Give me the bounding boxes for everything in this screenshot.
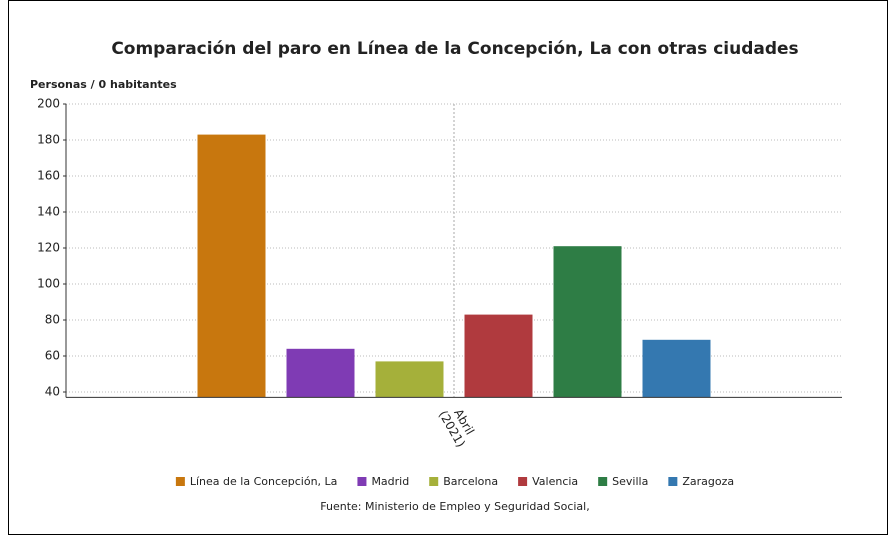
chart-title: Comparación del paro en Línea de la Conc… (111, 39, 798, 59)
frame (8, 0, 888, 535)
legend-label: Madrid (371, 475, 409, 488)
legend-swatch (518, 477, 528, 486)
bar (642, 339, 711, 398)
y-tick-label: 120 (37, 241, 60, 255)
legend-label: Línea de la Concepción, La (190, 475, 338, 488)
legend-label: Zaragoza (682, 475, 734, 488)
legend-label: Sevilla (612, 475, 648, 488)
bar (197, 134, 266, 398)
y-tick-label: 100 (37, 277, 60, 291)
bar (464, 314, 533, 398)
bar (553, 246, 622, 398)
y-axis-label: Personas / 0 habitantes (30, 78, 177, 91)
bar (286, 348, 355, 398)
y-tick-label: 140 (37, 205, 60, 219)
legend-label: Barcelona (443, 475, 498, 488)
legend: Línea de la Concepción, La Madrid Barcelon… (175, 475, 734, 488)
y-tick-label: 160 (37, 169, 60, 183)
legend-label: Valencia (532, 475, 578, 488)
legend-swatch (668, 477, 678, 486)
legend-swatch (598, 477, 608, 486)
legend-swatch (357, 477, 367, 486)
y-tick-label: 80 (45, 313, 60, 327)
y-tick-label: 40 (45, 385, 60, 399)
y-tick-label: 180 (37, 133, 60, 147)
legend-swatch (175, 477, 185, 486)
bar (375, 361, 444, 398)
y-tick-label: 60 (45, 349, 60, 363)
source: Fuente: Ministerio de Empleo y Seguridad… (320, 500, 589, 513)
y-tick-label: 200 (37, 97, 60, 111)
x-tick-label: Abril(2021) (436, 401, 480, 450)
legend-swatch (429, 477, 439, 486)
